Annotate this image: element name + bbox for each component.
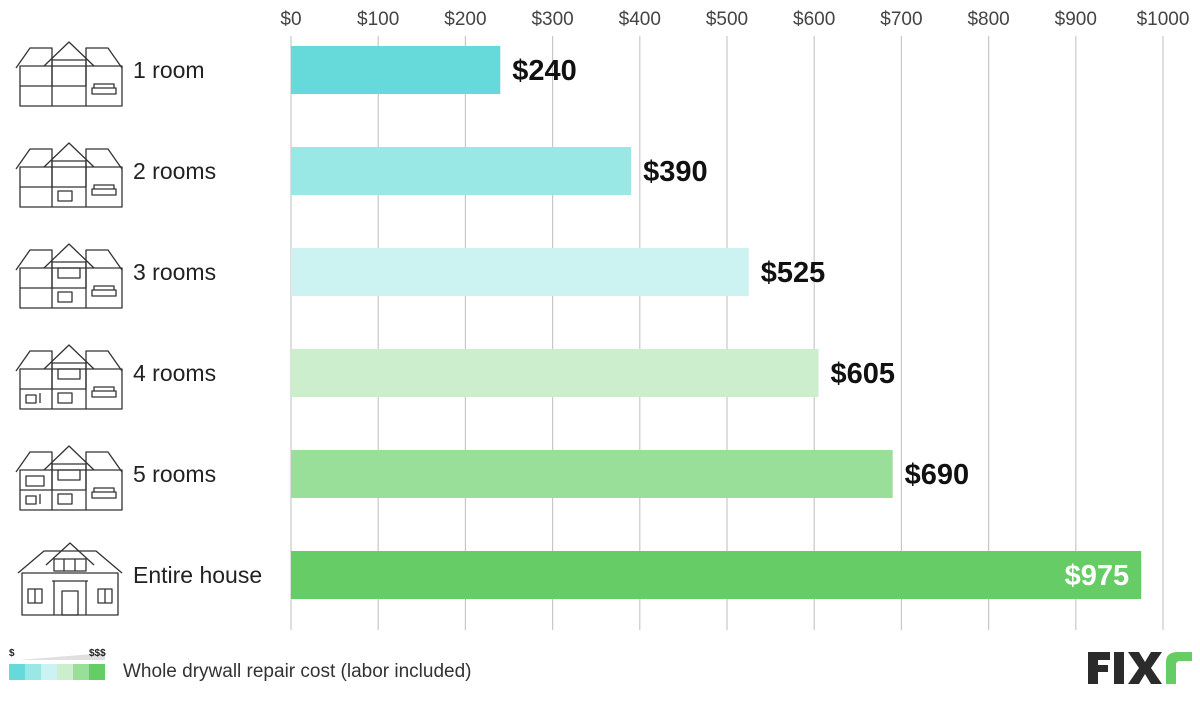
category-label: Entire house	[133, 562, 262, 588]
value-label: $390	[643, 156, 708, 188]
x-tick-label: $900	[1055, 9, 1097, 30]
logo-letter-r	[1166, 652, 1192, 684]
x-axis-ticks: $0 $100 $200 $300 $400 $500 $600 $700 $800 $900 $1…	[280, 9, 1189, 30]
house-2-rooms-icon	[15, 142, 123, 208]
house-icons	[15, 41, 123, 616]
x-tick-label: $1000	[1137, 9, 1190, 30]
legend-high-label: $$$	[89, 648, 106, 659]
legend-color-ramp	[9, 664, 105, 680]
x-tick-label: $100	[357, 9, 399, 30]
category-label: 5 rooms	[133, 461, 216, 487]
x-tick-label: $0	[280, 9, 301, 30]
x-tick-label: $200	[444, 9, 486, 30]
x-tick-label: $400	[619, 9, 661, 30]
house-3-rooms-icon	[15, 243, 123, 309]
x-tick-label: $800	[967, 9, 1009, 30]
house-entire-icon	[17, 542, 123, 616]
bar	[291, 551, 1142, 599]
house-5-rooms-icon	[15, 445, 123, 511]
legend-low-label: $	[9, 648, 15, 659]
fixr-logo	[1088, 652, 1192, 684]
bar	[291, 147, 632, 195]
value-label: $240	[512, 55, 577, 87]
logo-letter-i	[1114, 652, 1124, 684]
value-label: $605	[831, 358, 896, 390]
bar	[291, 248, 749, 296]
legend-ramp-swatch	[25, 664, 41, 680]
house-1-room-icon	[15, 41, 123, 107]
category-label: 3 rooms	[133, 259, 216, 285]
legend-ramp-swatch	[89, 664, 105, 680]
x-tick-label: $300	[531, 9, 573, 30]
x-tick-label: $500	[706, 9, 748, 30]
legend-ramp-swatch	[73, 664, 89, 680]
legend-cost-wedge	[19, 653, 105, 660]
legend-text: Whole drywall repair cost (labor include…	[123, 661, 472, 682]
category-labels: 1 room 2 rooms 3 rooms 4 rooms 5 rooms Entire…	[133, 57, 262, 588]
bar	[291, 349, 819, 397]
bar	[291, 46, 501, 94]
value-labels: $240 $390 $525 $605 $690 $975	[512, 55, 1129, 592]
value-label: $525	[761, 257, 826, 289]
legend-ramp-swatch	[41, 664, 57, 680]
logo-letter-f	[1088, 652, 1110, 684]
x-tick-label: $600	[793, 9, 835, 30]
category-label: 2 rooms	[133, 158, 216, 184]
bar	[291, 450, 893, 498]
bars	[291, 46, 1142, 599]
category-label: 1 room	[133, 57, 205, 83]
legend-ramp-swatch	[57, 664, 73, 680]
category-label: 4 rooms	[133, 360, 216, 386]
legend-ramp-swatch	[9, 664, 25, 680]
value-label: $975	[1065, 560, 1130, 592]
house-4-rooms-icon	[15, 344, 123, 410]
value-label: $690	[905, 459, 970, 491]
gridlines	[290, 36, 1164, 630]
drywall-cost-chart: $0 $100 $200 $300 $400 $500 $600 $700 $800 $900 $1…	[15, 9, 1189, 630]
legend: $ $$$ Whole drywall repair cost (labor i…	[9, 648, 609, 688]
logo-letter-x	[1128, 652, 1162, 684]
x-tick-label: $700	[880, 9, 922, 30]
